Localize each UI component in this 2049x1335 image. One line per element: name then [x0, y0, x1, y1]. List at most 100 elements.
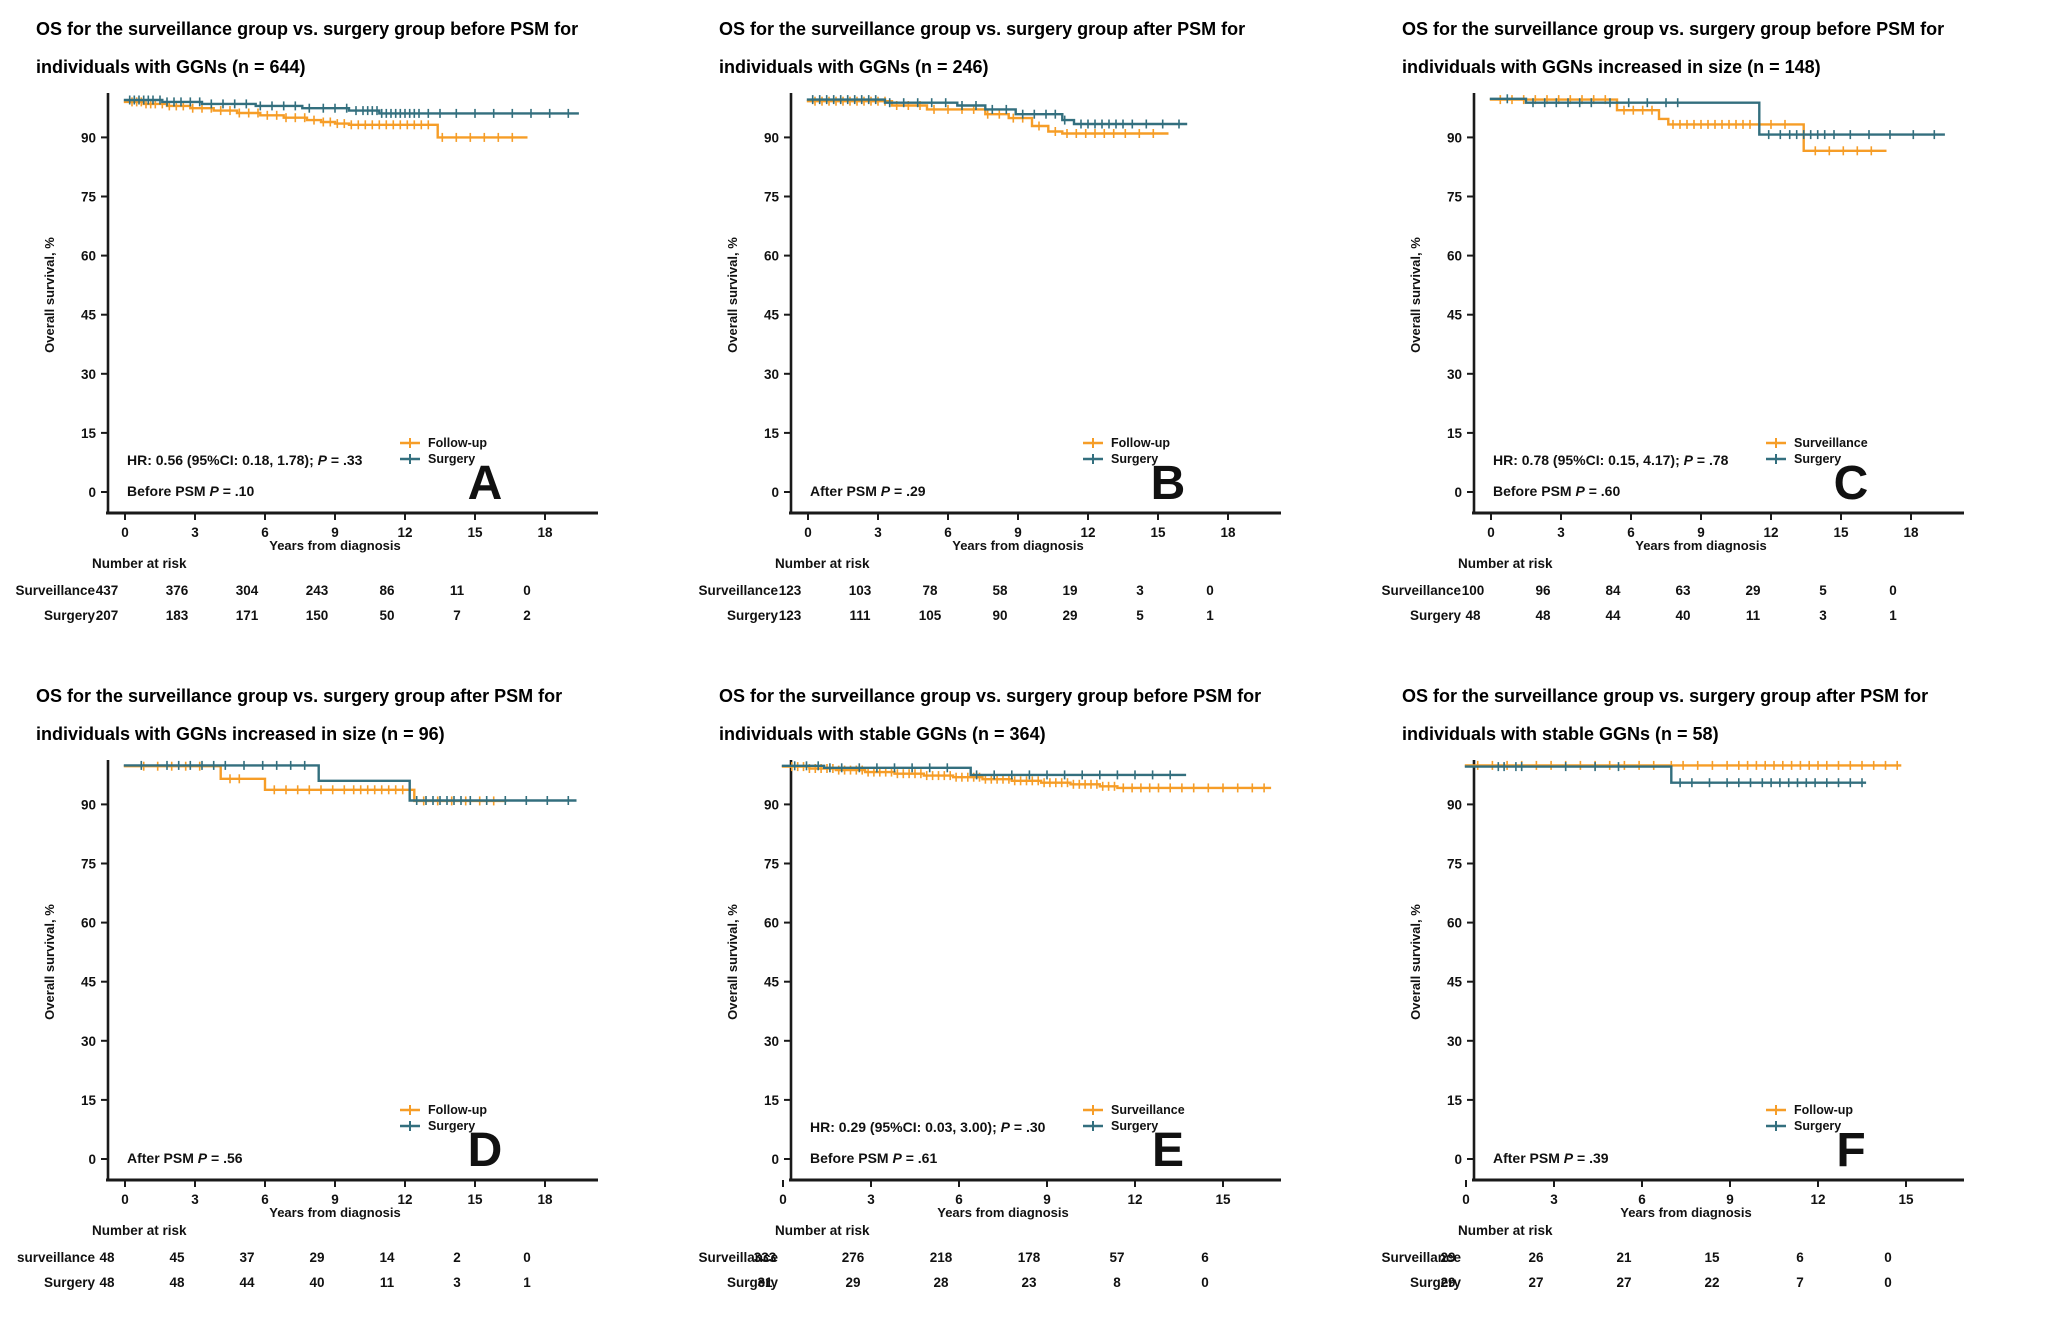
x-tick-label: 15: [467, 525, 483, 540]
risk-value: 437: [96, 583, 119, 598]
x-tick-label: 18: [1903, 525, 1919, 540]
hr-annotation-part: = .78: [1693, 452, 1729, 468]
panel-letter: B: [1151, 457, 1186, 510]
psm-annotation-part: = .61: [902, 1150, 938, 1166]
x-tick-label: 0: [1462, 1192, 1470, 1207]
x-tick-label: 9: [331, 525, 339, 540]
km-curve-surgery: [1464, 765, 1867, 784]
y-axis-title: Overall survival, %: [1408, 237, 1423, 353]
risk-row-label: Surgery: [44, 1275, 96, 1290]
psm-annotation-part: = .10: [219, 483, 255, 499]
panel-title: OS for the surveillance group vs. surger…: [1366, 0, 2049, 85]
y-tick-label: 45: [764, 975, 780, 990]
risk-value: 376: [166, 583, 189, 598]
km-panel: OS for the surveillance group vs. surger…: [683, 0, 1366, 667]
hr-annotation-part: P: [1001, 1119, 1011, 1135]
risk-value: 7: [453, 608, 461, 623]
panel-title-line1: OS for the surveillance group vs. surger…: [36, 19, 579, 39]
y-axis-title: Overall survival, %: [725, 904, 740, 1020]
risk-value: 5: [1136, 608, 1144, 623]
y-tick-label: 45: [81, 975, 97, 990]
y-axis-title: Overall survival, %: [42, 237, 57, 353]
y-tick-label: 0: [1454, 485, 1462, 500]
risk-value: 48: [1535, 608, 1551, 623]
risk-value: 44: [1605, 608, 1621, 623]
y-tick-label: 30: [764, 1034, 779, 1049]
panel-title-line2: individuals with GGNs increased in size …: [36, 724, 445, 744]
risk-value: 44: [239, 1275, 255, 1290]
legend-label: Surveillance: [1794, 436, 1868, 450]
hr-annotation-part: P: [318, 452, 328, 468]
legend-label: Surgery: [428, 1119, 475, 1133]
x-tick-label: 3: [191, 1192, 199, 1207]
x-axis-title: Years from diagnosis: [1635, 538, 1767, 553]
x-tick-label: 6: [1627, 525, 1635, 540]
km-curve-surgery: [123, 98, 579, 115]
risk-value: 58: [992, 583, 1008, 598]
legend-label: Surgery: [1794, 452, 1841, 466]
risk-table-header: Number at risk: [1458, 556, 1553, 571]
panel-letter: D: [468, 1124, 503, 1177]
x-tick-label: 15: [1150, 525, 1166, 540]
risk-value: 86: [379, 583, 395, 598]
y-tick-label: 45: [81, 308, 97, 323]
panel-title-line2: individuals with GGNs (n = 644): [36, 57, 306, 77]
risk-value: 21: [1616, 1250, 1632, 1265]
risk-value: 0: [1889, 583, 1897, 598]
y-tick-label: 90: [81, 130, 96, 145]
y-tick-label: 60: [764, 249, 779, 264]
km-curve-surgery: [1489, 97, 1945, 136]
risk-table-header: Number at risk: [92, 1223, 187, 1238]
risk-row-label: Surveillance: [698, 1250, 778, 1265]
psm-annotation-part: P: [881, 483, 891, 499]
risk-value: 23: [1021, 1275, 1037, 1290]
psm-annotation-part: P: [892, 1150, 902, 1166]
risk-value: 183: [166, 608, 189, 623]
risk-value: 57: [1109, 1250, 1124, 1265]
x-tick-label: 15: [1898, 1192, 1914, 1207]
risk-value: 14: [379, 1250, 395, 1265]
psm-annotation-part: P: [1575, 483, 1585, 499]
panel-letter: A: [468, 457, 503, 510]
km-panel: OS for the surveillance group vs. surger…: [0, 0, 683, 667]
risk-row-label: Surgery: [1410, 1275, 1462, 1290]
y-tick-label: 90: [764, 797, 779, 812]
y-axis-title: Overall survival, %: [725, 237, 740, 353]
y-tick-label: 90: [1447, 797, 1462, 812]
x-axis-title: Years from diagnosis: [269, 538, 401, 553]
x-tick-label: 9: [1014, 525, 1022, 540]
x-axis-title: Years from diagnosis: [269, 1205, 401, 1220]
risk-value: 6: [1201, 1250, 1209, 1265]
psm-annotation: Before PSM P = .10: [127, 483, 254, 499]
hr-annotation-part: = .30: [1010, 1119, 1046, 1135]
risk-row-label: Surveillance: [15, 583, 95, 598]
risk-value: 2: [523, 608, 531, 623]
risk-value: 103: [849, 583, 872, 598]
panel-letter: C: [1834, 457, 1869, 510]
panel-title-line1: OS for the surveillance group vs. surger…: [719, 19, 1246, 39]
risk-value: 1: [1889, 608, 1897, 623]
y-tick-label: 30: [81, 367, 96, 382]
psm-annotation-part: = .39: [1573, 1150, 1609, 1166]
psm-annotation-part: P: [1564, 1150, 1574, 1166]
x-tick-label: 6: [955, 1192, 963, 1207]
legend-label: Follow-up: [1794, 1103, 1853, 1117]
panel-title-line2: individuals with GGNs (n = 246): [719, 57, 989, 77]
x-tick-label: 6: [261, 1192, 269, 1207]
risk-value: 333: [754, 1250, 777, 1265]
x-tick-label: 3: [1550, 1192, 1558, 1207]
risk-row-label: surveillance: [17, 1250, 96, 1265]
x-tick-label: 3: [1557, 525, 1565, 540]
risk-value: 90: [992, 608, 1007, 623]
risk-value: 29: [1062, 608, 1077, 623]
risk-value: 11: [380, 1275, 395, 1290]
x-tick-label: 0: [1487, 525, 1495, 540]
risk-value: 0: [1206, 583, 1214, 598]
risk-value: 304: [236, 583, 259, 598]
